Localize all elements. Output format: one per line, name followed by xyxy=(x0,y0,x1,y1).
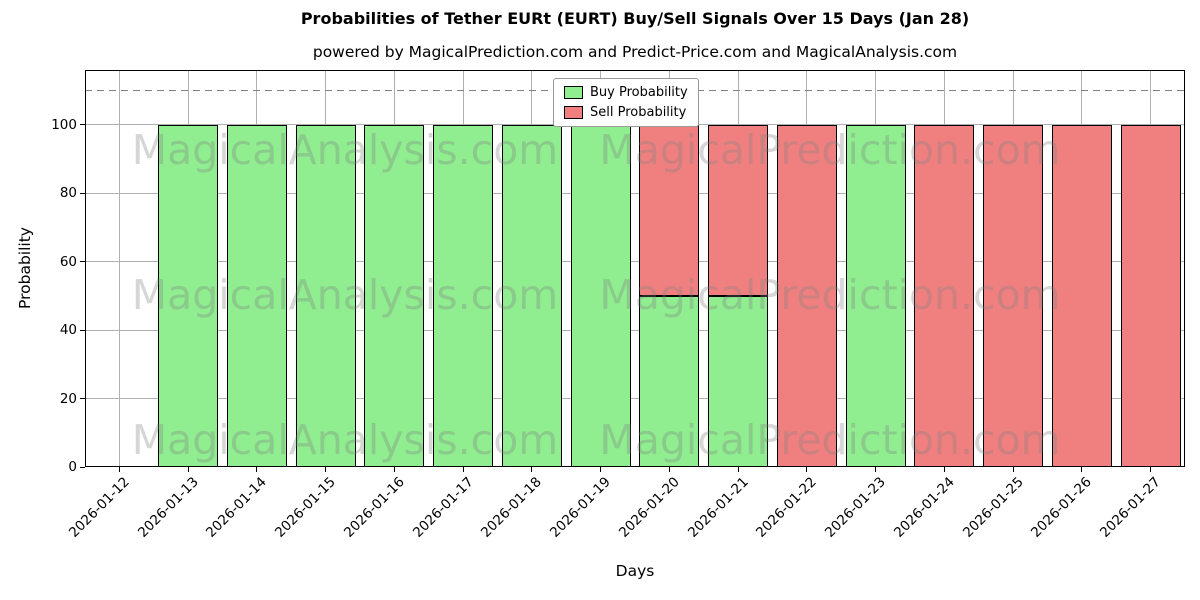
y-tick xyxy=(80,398,85,400)
x-tick-label: 2026-01-15 xyxy=(272,474,339,541)
x-tick-label: 2026-01-22 xyxy=(753,474,821,541)
y-tick-label: 80 xyxy=(59,185,77,202)
bar-buy-2026-01-19 xyxy=(570,124,631,467)
x-tick xyxy=(1012,467,1014,472)
gridline-x xyxy=(118,70,120,467)
y-tick-label: 60 xyxy=(59,253,77,270)
bar-sell-2026-01-24 xyxy=(914,124,975,467)
x-tick xyxy=(118,467,120,472)
x-tick xyxy=(393,467,395,472)
bar-sell-2026-01-21 xyxy=(708,124,769,296)
watermark-layer: MagicalAnalysis.com MagicalPrediction.com… xyxy=(85,70,1185,467)
legend-swatch-sell-icon xyxy=(564,106,583,119)
y-tick xyxy=(80,261,85,263)
y-tick-label: 100 xyxy=(51,116,77,133)
legend-swatch-buy-icon xyxy=(564,86,583,99)
bar-buy-2026-01-14 xyxy=(226,124,287,467)
watermark-prediction: MagicalPrediction.com xyxy=(599,271,1061,319)
x-tick xyxy=(737,467,739,472)
x-tick xyxy=(462,467,464,472)
x-tick-label: 2026-01-20 xyxy=(615,474,683,541)
bar-sell-2026-01-22 xyxy=(776,124,837,467)
annotation-layer xyxy=(85,70,1185,467)
gridline-y-40 xyxy=(85,329,1185,331)
legend-item-sell: Sell Probability xyxy=(564,105,688,120)
x-tick-label: 2026-01-18 xyxy=(478,474,546,541)
x-tick xyxy=(325,467,327,472)
bar-buy-2026-01-23 xyxy=(845,124,906,467)
x-tick-label: 2026-01-24 xyxy=(890,474,958,541)
x-tick xyxy=(600,467,602,472)
bar-sell-2026-01-25 xyxy=(983,124,1044,467)
x-tick-label: 2026-01-23 xyxy=(822,474,889,541)
x-tick xyxy=(943,467,945,472)
x-tick xyxy=(806,467,808,472)
x-tick xyxy=(256,467,258,472)
x-tick-label: 2026-01-13 xyxy=(134,474,202,541)
bar-sell-2026-01-26 xyxy=(1051,124,1112,467)
x-tick xyxy=(187,467,189,472)
watermark-prediction: MagicalPrediction.com xyxy=(599,126,1061,174)
watermark-analysis: MagicalAnalysis.com xyxy=(131,126,559,174)
watermark-prediction: MagicalPrediction.com xyxy=(599,416,1061,464)
gridline-y-60 xyxy=(85,261,1185,263)
chart-title: Probabilities of Tether EURt (EURT) Buy/… xyxy=(300,9,970,28)
x-tick-label: 2026-01-25 xyxy=(959,474,1027,541)
x-tick xyxy=(668,467,670,472)
x-tick xyxy=(1081,467,1083,472)
y-tick-label: 40 xyxy=(59,322,77,339)
x-tick xyxy=(531,467,533,472)
watermark-analysis: MagicalAnalysis.com xyxy=(131,271,559,319)
bar-buy-2026-01-18 xyxy=(501,124,562,467)
x-tick-label: 2026-01-26 xyxy=(1028,474,1096,541)
x-tick-label: 2026-01-16 xyxy=(340,474,408,541)
bar-buy-2026-01-21 xyxy=(708,295,769,467)
bar-buy-2026-01-15 xyxy=(295,124,356,467)
gridline-y-20 xyxy=(85,398,1185,400)
legend-label-buy: Buy Probability xyxy=(590,85,688,100)
legend: Buy Probability Sell Probability xyxy=(553,78,699,127)
y-tick xyxy=(80,192,85,194)
bar-sell-2026-01-27 xyxy=(1120,124,1181,467)
gridline-y-80 xyxy=(85,192,1185,194)
x-tick xyxy=(875,467,877,472)
watermark-analysis: MagicalAnalysis.com xyxy=(131,416,559,464)
bars-layer xyxy=(85,70,1185,467)
y-tick-label: 20 xyxy=(59,390,77,407)
chart-subtitle: powered by MagicalPrediction.com and Pre… xyxy=(312,43,958,61)
bar-buy-2026-01-16 xyxy=(364,124,425,467)
x-tick-label: 2026-01-17 xyxy=(409,474,477,541)
x-tick-label: 2026-01-12 xyxy=(65,474,133,541)
plot-area: MagicalAnalysis.com MagicalPrediction.com… xyxy=(85,70,1185,467)
y-tick xyxy=(80,329,85,331)
y-tick xyxy=(80,124,85,126)
legend-item-buy: Buy Probability xyxy=(564,85,688,100)
y-tick-label: 0 xyxy=(68,459,77,475)
x-tick xyxy=(1150,467,1152,472)
x-tick-label: 2026-01-21 xyxy=(684,474,752,541)
legend-label-sell: Sell Probability xyxy=(590,105,687,120)
x-tick-label: 2026-01-27 xyxy=(1097,474,1164,541)
x-tick-label: 2026-01-19 xyxy=(547,474,614,541)
bar-buy-2026-01-20 xyxy=(639,295,700,467)
x-tick-label: 2026-01-14 xyxy=(203,474,271,541)
bar-sell-2026-01-20 xyxy=(639,124,700,296)
y-tick xyxy=(80,466,85,468)
bar-buy-2026-01-17 xyxy=(433,124,494,467)
x-axis-title: Days xyxy=(615,562,655,580)
